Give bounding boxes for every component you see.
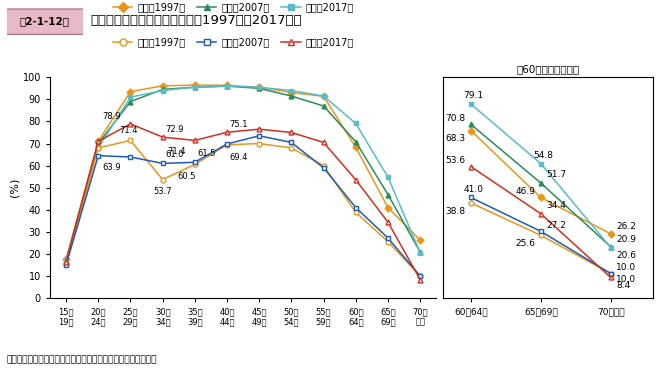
Text: 8.4: 8.4 [616, 281, 631, 290]
Text: 68.3: 68.3 [445, 134, 466, 143]
Text: 46.9: 46.9 [515, 187, 535, 196]
Legend: 女性（1997）, 女性（2007）, 女性（2017）: 女性（1997）, 女性（2007）, 女性（2017） [109, 33, 358, 52]
Y-axis label: (%): (%) [10, 178, 20, 197]
Text: 71.4: 71.4 [167, 147, 186, 156]
Text: 70.8: 70.8 [445, 114, 466, 123]
Text: 72.9: 72.9 [165, 125, 184, 134]
Text: 61.0: 61.0 [165, 150, 184, 159]
Text: 27.2: 27.2 [546, 221, 566, 230]
Text: 34.4: 34.4 [546, 201, 566, 210]
Text: 資料：総務省「労働力調査（基本集計・長期時系列データ）」: 資料：総務省「労働力調査（基本集計・長期時系列データ）」 [7, 355, 157, 364]
Text: 53.6: 53.6 [445, 156, 466, 165]
Text: 38.8: 38.8 [445, 206, 466, 216]
Text: 20.6: 20.6 [616, 251, 636, 260]
Text: 79.1: 79.1 [464, 91, 484, 100]
Text: 54.8: 54.8 [533, 151, 553, 160]
Text: 53.7: 53.7 [153, 187, 172, 196]
Text: 69.4: 69.4 [230, 153, 248, 162]
Text: 41.0: 41.0 [464, 185, 484, 194]
FancyBboxPatch shape [3, 9, 87, 35]
Text: 25.6: 25.6 [515, 239, 535, 248]
Text: 10.0: 10.0 [616, 275, 637, 284]
Text: 75.1: 75.1 [230, 120, 248, 129]
Text: 20.9: 20.9 [616, 236, 636, 244]
Text: 63.9: 63.9 [103, 163, 121, 171]
Title: 【60歳以上拡大図】: 【60歳以上拡大図】 [516, 64, 579, 74]
Text: 年齢別・男女別就業率の変化（1997年〜2017年）: 年齢別・男女別就業率の変化（1997年〜2017年） [90, 14, 302, 27]
Text: 第2-1-12図: 第2-1-12図 [20, 16, 70, 26]
Text: 61.5: 61.5 [197, 149, 216, 158]
Text: 26.2: 26.2 [616, 222, 636, 231]
Text: 51.7: 51.7 [546, 170, 567, 179]
Text: 60.5: 60.5 [178, 172, 196, 181]
Text: 71.4: 71.4 [120, 126, 138, 135]
Text: 10.0: 10.0 [616, 263, 637, 272]
Text: 78.9: 78.9 [103, 112, 121, 121]
